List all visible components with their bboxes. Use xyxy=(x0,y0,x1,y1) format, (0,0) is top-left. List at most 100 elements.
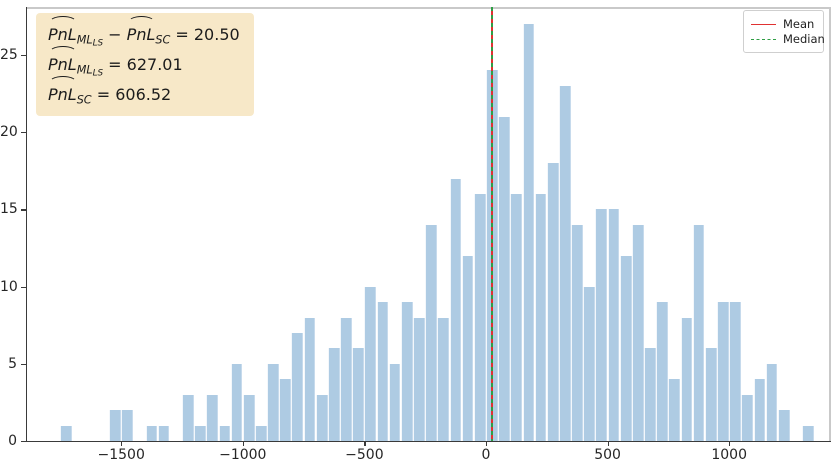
y-tick-mark xyxy=(21,286,26,288)
y-tick-mark xyxy=(21,55,26,57)
histogram-bar xyxy=(668,379,681,441)
y-tick-mark xyxy=(21,363,26,365)
x-tick-mark xyxy=(364,442,366,446)
histogram-bar xyxy=(583,286,596,441)
left-spine xyxy=(26,7,28,442)
histogram-bar xyxy=(230,363,243,441)
histogram-bar xyxy=(644,348,656,441)
math-subscript: LS xyxy=(92,38,104,49)
y-tick-label: 0 xyxy=(8,433,17,449)
top-spine xyxy=(26,7,831,9)
histogram-bar xyxy=(656,302,668,441)
histogram-bar xyxy=(194,425,206,441)
histogram-bar xyxy=(413,317,425,441)
histogram-bar xyxy=(303,317,316,441)
x-tick-label: 1000 xyxy=(711,447,747,463)
histogram-bar xyxy=(425,224,437,441)
histogram-bar xyxy=(400,302,413,441)
histogram-bar xyxy=(121,410,133,441)
histogram-bar xyxy=(279,379,292,441)
histogram-bar xyxy=(692,224,705,441)
histogram-bar xyxy=(255,425,267,441)
x-tick-label: −500 xyxy=(345,447,384,463)
annotation-line: PnLMLLS − PnLSC = 20.50 xyxy=(48,16,240,50)
histogram-bar xyxy=(327,348,340,441)
histogram-bar xyxy=(218,425,231,441)
histogram-bar xyxy=(522,24,535,441)
math-term: PnL xyxy=(48,16,77,50)
y-tick-label: 15 xyxy=(0,201,18,218)
math-subscript: ML xyxy=(76,63,93,77)
histogram-bar xyxy=(352,348,364,441)
histogram-bar xyxy=(461,255,474,441)
math-term: PnL xyxy=(127,16,155,50)
x-tick-label: −1500 xyxy=(97,447,145,463)
histogram-bar xyxy=(777,410,790,441)
y-tick-mark xyxy=(21,209,26,211)
histogram-bar xyxy=(498,116,510,441)
math-term: PnL xyxy=(48,76,77,110)
math-term: PnL xyxy=(48,46,77,80)
y-tick-label: 25 xyxy=(0,47,18,63)
histogram-bar xyxy=(315,394,328,441)
histogram-bar xyxy=(559,85,571,441)
histogram-bar xyxy=(291,332,304,441)
x-tick-mark xyxy=(121,442,123,446)
mean-line-sample-icon xyxy=(751,23,776,25)
math-subscript: ML xyxy=(76,33,93,47)
legend: Mean Median xyxy=(743,10,825,53)
histogram-bar xyxy=(765,363,778,441)
histogram-bar xyxy=(267,363,279,441)
x-tick-mark xyxy=(607,442,609,446)
histogram-bar xyxy=(619,255,632,441)
histogram-bar xyxy=(388,363,401,441)
right-spine xyxy=(829,7,831,442)
math-subscript: SC xyxy=(155,33,171,47)
histogram-bar xyxy=(109,410,121,441)
histogram-bar xyxy=(473,194,486,441)
histogram-bar xyxy=(741,394,754,441)
math-text: = 627.01 xyxy=(103,55,183,74)
histogram-bar xyxy=(145,425,158,441)
median-line-sample-icon xyxy=(751,38,776,40)
histogram-bar xyxy=(607,209,620,441)
x-tick-label: −1000 xyxy=(219,447,267,463)
bottom-spine xyxy=(26,441,831,443)
histogram-bar xyxy=(717,302,729,441)
histogram-bar xyxy=(546,163,559,441)
histogram-bar xyxy=(437,317,450,441)
histogram-bar xyxy=(510,194,523,441)
histogram-bar xyxy=(534,194,547,441)
x-tick-mark xyxy=(729,442,731,446)
math-subscript: LS xyxy=(92,68,104,79)
histogram-bar xyxy=(157,425,170,441)
histogram-bar xyxy=(340,317,352,441)
legend-item-mean: Mean xyxy=(751,17,817,31)
math-text: − xyxy=(103,25,127,44)
legend-label-median: Median xyxy=(783,32,825,46)
histogram-bar xyxy=(680,317,693,441)
histogram-bar xyxy=(449,178,462,441)
math-subscript: SC xyxy=(76,93,92,107)
annotation-line: PnLSC = 606.52 xyxy=(48,76,240,110)
x-tick-label: 500 xyxy=(594,447,621,463)
legend-label-mean: Mean xyxy=(783,17,815,31)
histogram-bar xyxy=(571,224,583,441)
histogram-bar xyxy=(182,394,194,441)
annotation-box: PnLMLLS − PnLSC = 20.50 PnLMLLS = 627.01 P… xyxy=(36,13,254,116)
histogram-bar xyxy=(376,302,389,441)
math-text: = 606.52 xyxy=(91,85,172,104)
x-tick-label: 0 xyxy=(481,447,491,463)
histogram-bar xyxy=(364,286,377,441)
x-tick-mark xyxy=(242,442,244,446)
histogram-bar xyxy=(60,425,73,441)
histogram-bar xyxy=(631,224,644,441)
x-tick-mark xyxy=(486,442,488,446)
annotation-line: PnLMLLS = 627.01 xyxy=(48,46,240,80)
histogram-bar xyxy=(704,348,717,441)
histogram-bar xyxy=(206,394,219,441)
histogram-bar xyxy=(242,394,255,441)
y-tick-mark xyxy=(21,441,26,443)
histogram-bar xyxy=(753,379,766,441)
